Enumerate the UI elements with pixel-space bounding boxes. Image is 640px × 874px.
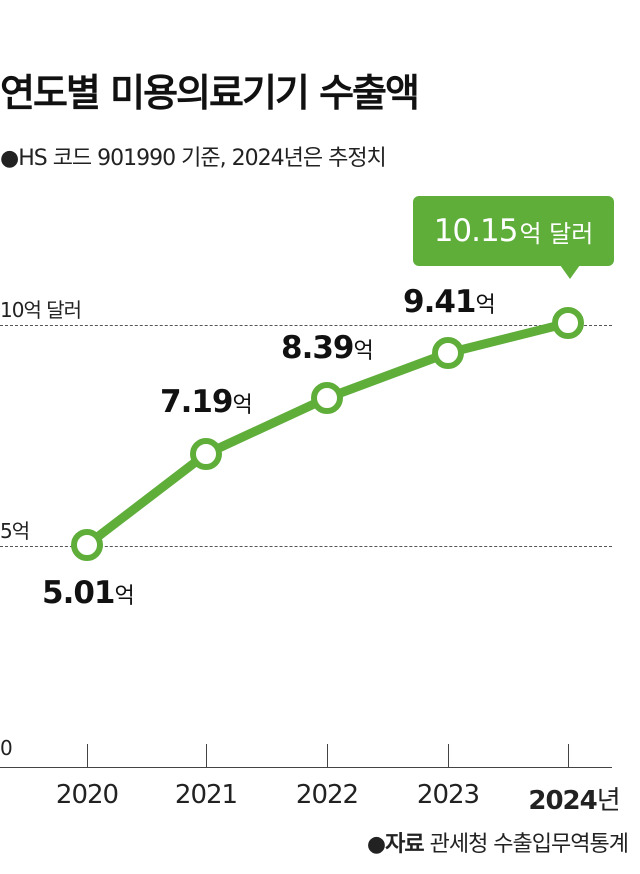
x-label-2022: 2022 (295, 780, 359, 810)
marker-2023 (432, 337, 464, 369)
callout-pointer (560, 265, 580, 279)
x-axis-line (0, 767, 612, 768)
chart-subtitle: ●HS 코드 901990 기준, 2024년은 추정치 (0, 146, 387, 171)
marker-2020 (71, 529, 103, 561)
x-tick (87, 744, 88, 767)
gridline-5 (0, 546, 612, 547)
x-label-suffix: 년 (596, 786, 621, 816)
x-label-2024-year: 2024 (528, 786, 597, 816)
y-label-0: 0 (0, 736, 13, 760)
value-label-2022: 8.39억 (281, 330, 374, 366)
x-tick (327, 744, 328, 767)
x-tick (206, 744, 207, 767)
y-label-5: 5억 (0, 519, 30, 543)
y-label-10: 10억 달러 (0, 298, 82, 322)
gridline-10 (0, 325, 612, 326)
x-tick (448, 744, 449, 767)
chart-title: 연도별 미용의료기기 수출액 (0, 71, 420, 115)
x-label-2021: 2021 (174, 780, 238, 810)
value-label-2020: 5.01억 (42, 575, 135, 611)
marker-2024 (552, 307, 584, 339)
x-label-2023: 2023 (416, 780, 480, 810)
x-label-2024: 2024년 (528, 780, 621, 817)
marker-2022 (311, 382, 343, 414)
marker-2021 (190, 438, 222, 470)
highlight-callout-2024: 10.15 억 달러 (413, 196, 614, 266)
source-note: ●자료 관세청 수출입무역통계 (366, 832, 629, 857)
value-label-2021: 7.19억 (160, 384, 253, 420)
x-tick (568, 744, 569, 767)
x-label-2020: 2020 (55, 780, 119, 810)
value-label-2023: 9.41억 (403, 284, 496, 320)
